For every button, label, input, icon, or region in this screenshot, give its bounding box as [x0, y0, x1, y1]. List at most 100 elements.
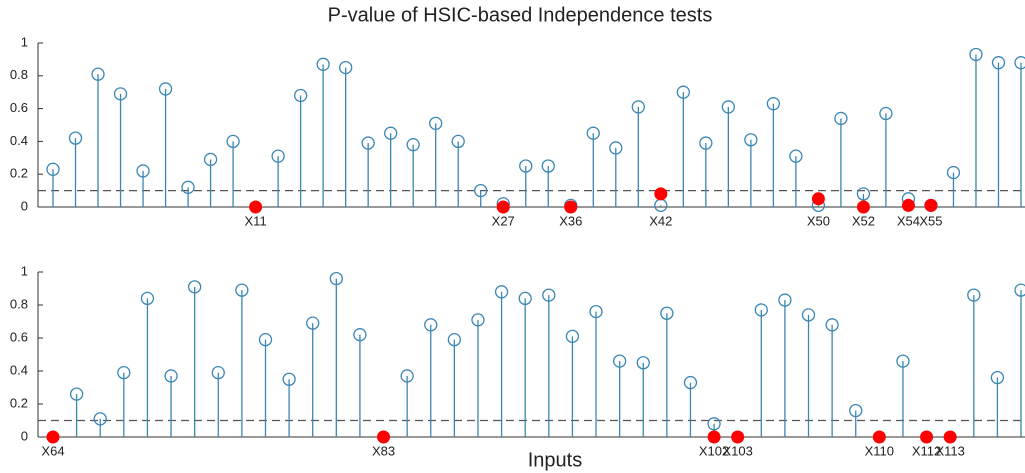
stem-marker [429, 116, 443, 131]
stem-marker [69, 387, 84, 401]
stem-marker [474, 183, 488, 198]
stem-marker [339, 60, 353, 75]
stem-marker [683, 375, 698, 390]
stem-marker [258, 332, 273, 347]
stem-marker [136, 164, 150, 178]
x-tick-label: X27 [492, 213, 515, 228]
stem-marker [384, 126, 398, 140]
stem-marker [565, 329, 580, 344]
significant-marker [920, 430, 934, 444]
stem-marker [990, 370, 1005, 385]
stem-marker [226, 134, 240, 149]
y-tick-label: 1 [21, 34, 28, 49]
significant-marker [872, 430, 886, 444]
y-tick-label: 0.8 [10, 296, 28, 311]
stem-marker [754, 303, 768, 317]
y-tick-label: 0.2 [10, 395, 28, 410]
stem-marker [541, 159, 555, 173]
stem-marker [766, 97, 781, 111]
stem-marker [1014, 56, 1025, 70]
stem-marker [117, 365, 131, 380]
stem-marker [235, 283, 249, 297]
x-tick-label: X64 [41, 443, 64, 458]
stem-marker [203, 152, 218, 167]
stem-marker [282, 372, 296, 386]
stem-marker [211, 365, 225, 380]
significant-marker [943, 430, 957, 444]
stem-marker [991, 56, 1006, 70]
y-tick-label: 0.2 [10, 166, 28, 181]
stem-marker [631, 100, 645, 114]
x-tick-label: X55 [919, 213, 942, 228]
stem-marker [612, 354, 627, 368]
x-tick-label: X52 [852, 213, 875, 228]
stem-marker [329, 271, 343, 286]
significant-marker [901, 198, 915, 212]
stem-marker [707, 417, 721, 431]
significant-marker [249, 200, 263, 214]
significant-marker [731, 430, 745, 444]
stem-marker [969, 47, 983, 62]
x-tick-label: X110 [865, 443, 894, 458]
x-tick-label: X112 [912, 443, 941, 458]
y-tick-label: 0 [21, 428, 28, 443]
stem-marker [542, 288, 556, 302]
y-tick-label: 1 [21, 263, 28, 278]
stem-marker [744, 133, 758, 147]
stem-marker [140, 291, 155, 306]
stem-marker [789, 149, 803, 163]
stem-marker [967, 288, 981, 302]
x-tick-label: X11 [245, 213, 267, 228]
stem-marker [586, 126, 600, 140]
stem-marker [494, 285, 509, 299]
stem-marker [400, 369, 414, 383]
x-tick-label: X54 [897, 213, 920, 228]
y-tick-label: 0 [21, 198, 28, 213]
x-tick-label: X42 [649, 213, 672, 228]
stem-marker [471, 313, 485, 327]
significant-marker [924, 198, 938, 212]
stem-marker [113, 87, 128, 101]
stem-marker [91, 67, 105, 81]
stem-marker [518, 291, 532, 306]
stem-marker [801, 308, 816, 322]
significant-marker [496, 200, 510, 214]
stem-marker [406, 138, 420, 152]
stem-marker [589, 304, 603, 319]
stem-marker [699, 136, 713, 150]
x-tick-label: X102 [699, 443, 729, 458]
stem-marker [676, 85, 690, 99]
y-tick-label: 0.6 [10, 100, 28, 115]
stem-marker [164, 369, 178, 383]
chart-title: P-value of HSIC-based Independence tests [328, 4, 713, 26]
stem-marker [424, 318, 438, 332]
stem-marker [856, 187, 871, 201]
x-tick-label: X83 [372, 443, 395, 458]
stem-marker [946, 165, 961, 180]
y-tick-label: 0.4 [10, 362, 28, 377]
stem-marker [660, 306, 674, 320]
stem-marker [778, 293, 792, 307]
stem-marker [834, 111, 848, 126]
stem-marker [896, 354, 910, 368]
x-tick-label: X113 [935, 443, 964, 458]
x-tick-label: X50 [807, 213, 830, 228]
significant-marker [377, 430, 391, 444]
stem-marker [181, 180, 195, 194]
stem-marker [353, 328, 367, 342]
stem-marker [1014, 283, 1025, 297]
stem-marker [879, 106, 893, 121]
stem-marker [316, 57, 330, 71]
significant-marker [46, 430, 60, 444]
y-tick-label: 0.6 [10, 329, 28, 344]
y-tick-label: 0.8 [10, 67, 28, 82]
significant-marker [654, 187, 668, 201]
y-tick-label: 0.4 [10, 133, 28, 148]
stem-marker [293, 88, 308, 103]
stem-marker [451, 134, 465, 149]
stem-marker [46, 162, 60, 176]
stem-marker [721, 100, 735, 114]
significant-marker [707, 430, 721, 444]
stem-marker [609, 141, 623, 155]
